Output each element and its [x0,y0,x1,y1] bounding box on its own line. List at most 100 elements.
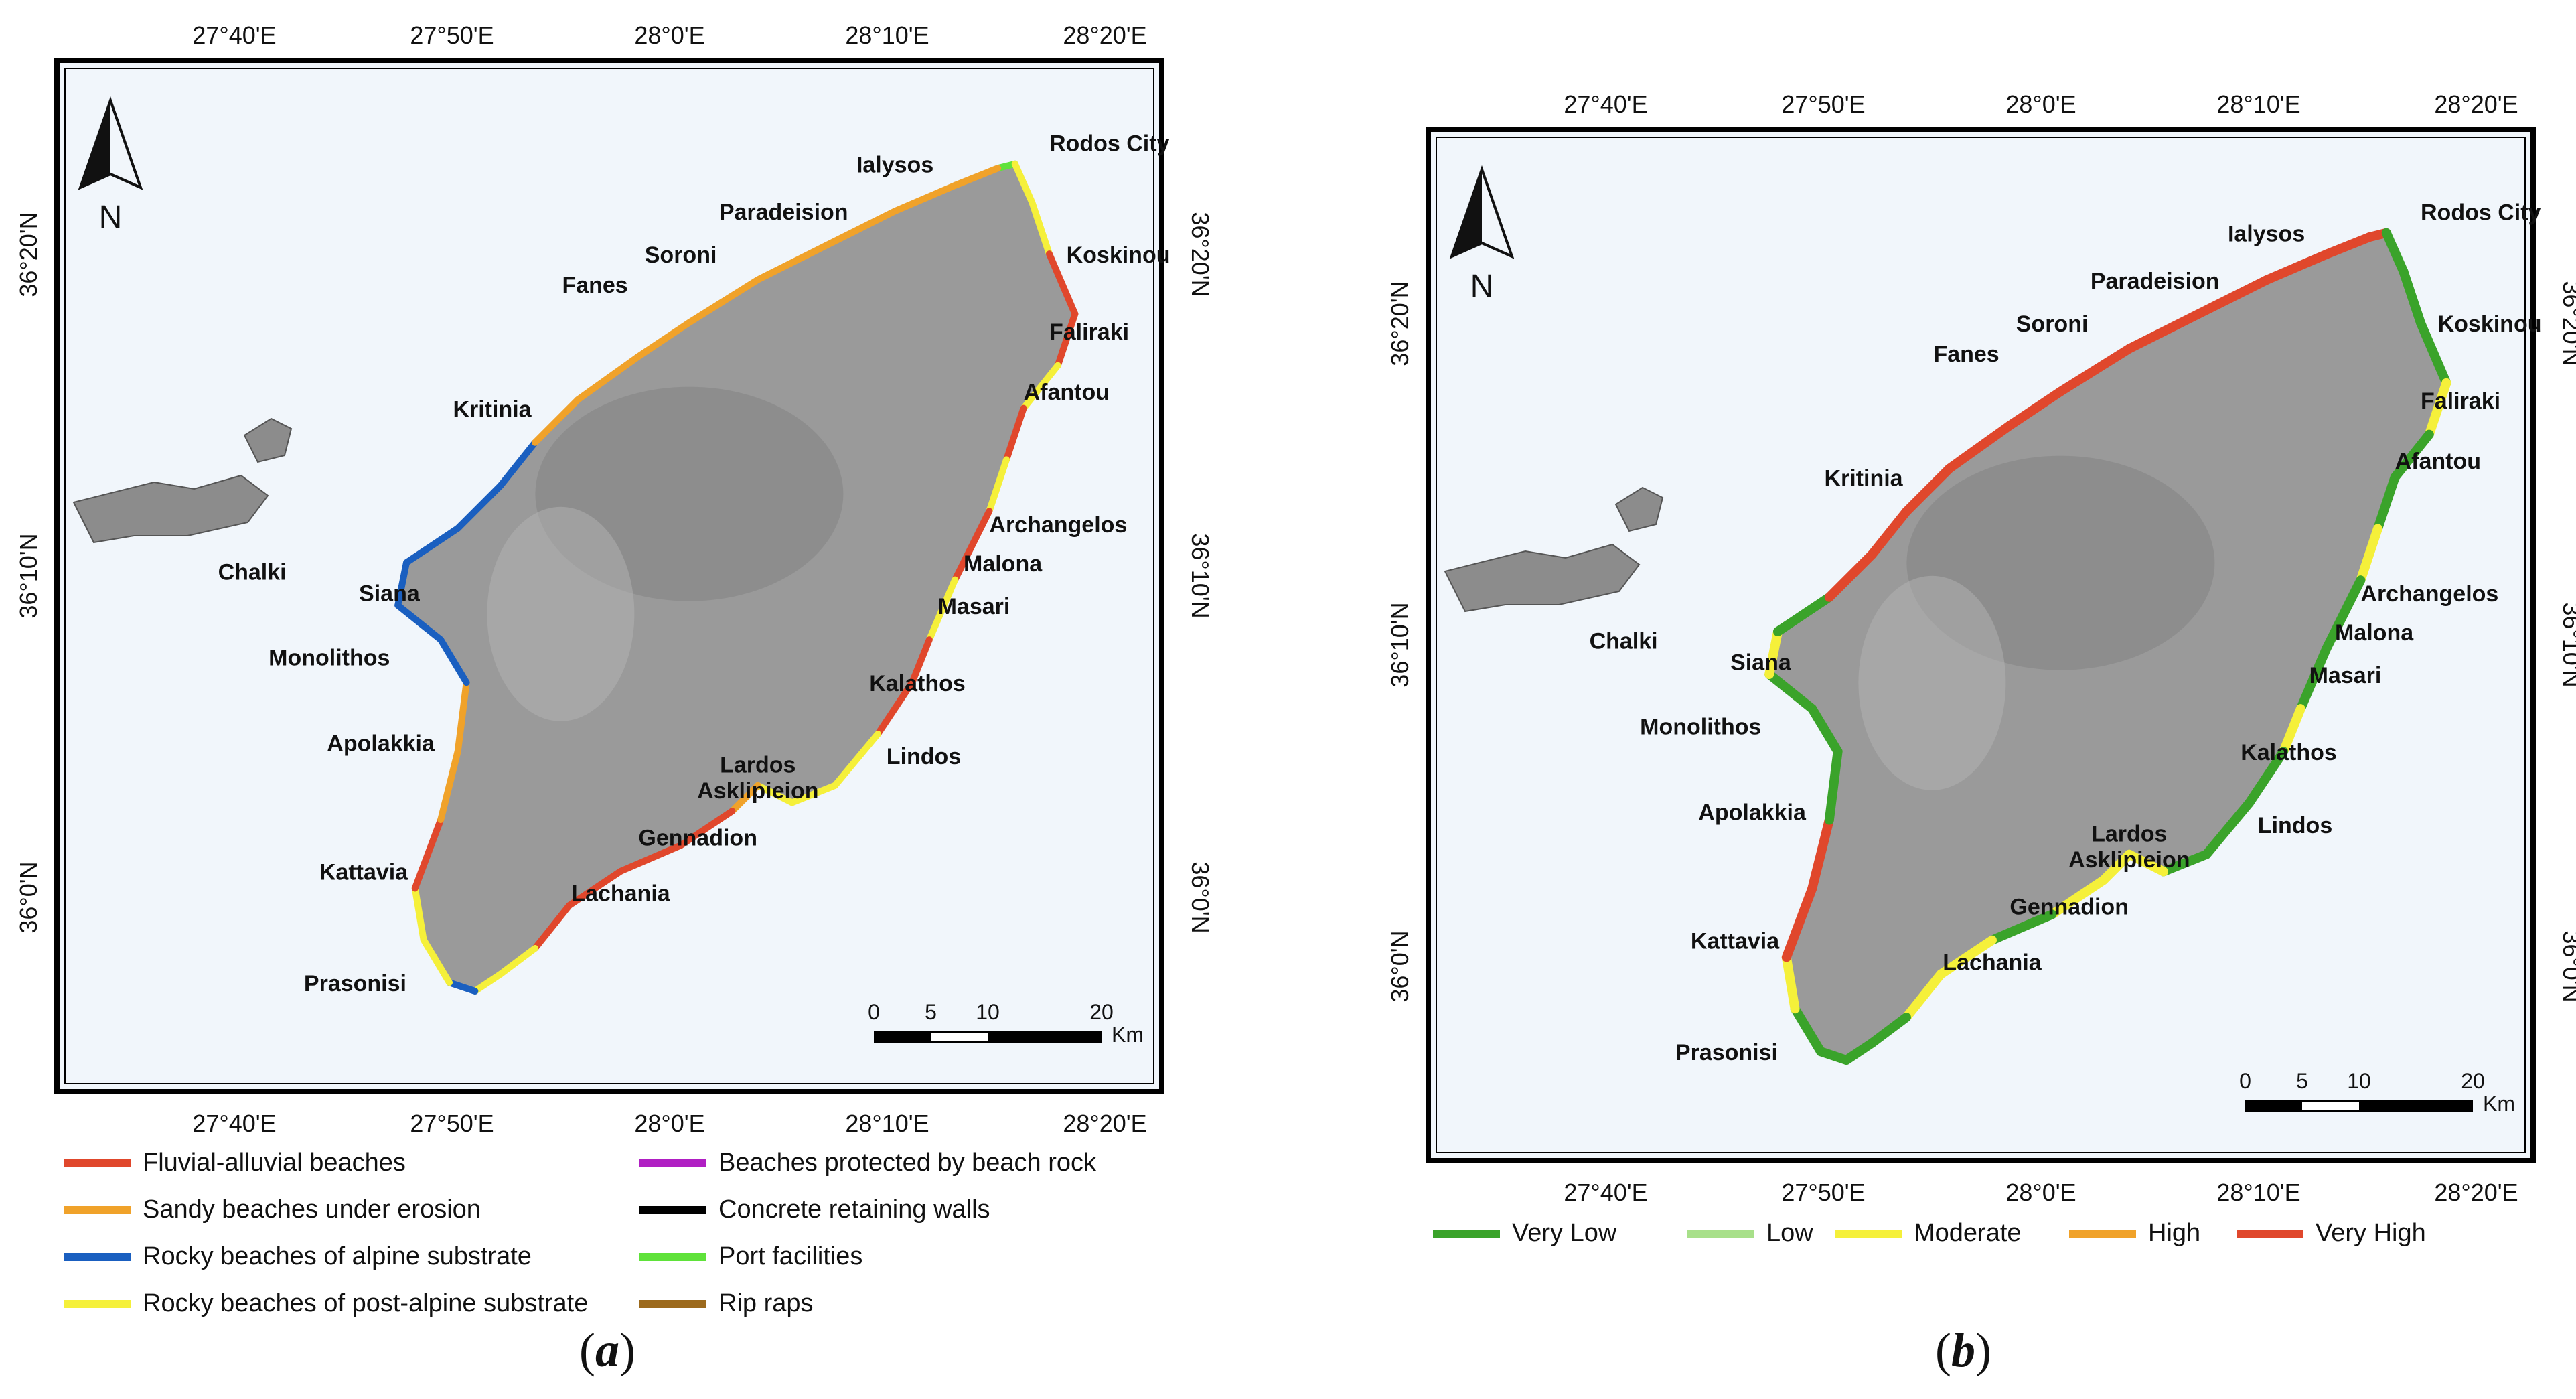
coast-segment [2124,849,2168,877]
coast-segment [1945,421,2014,473]
coast-segment [1773,592,1834,636]
coast-segment [2295,644,2332,714]
place-label: Malona [964,551,1043,577]
place-label: Rodos City [2421,200,2541,226]
coast-segment [532,396,581,446]
coast-segment [437,636,470,686]
legend-item: High [2069,1219,2200,1248]
place-label: Apolakkia [327,731,435,757]
place-label: Kattavia [319,860,408,885]
place-label: Kritinia [1824,465,1903,491]
lon-label-top: 28°20'E [2434,90,2518,118]
coast-segment [2202,798,2254,859]
coast-segment [2245,747,2289,808]
legend-item: Rocky beaches of post-alpine substrate [64,1289,588,1318]
legend-swatch [1687,1229,1754,1238]
legend-item: Fluvial-alluvial beaches [64,1149,406,1177]
place-label: Faliraki [2421,388,2500,414]
chalki-islet [72,474,269,544]
legend-label: Rip raps [718,1289,814,1317]
place-label: Chalki [1590,629,1658,654]
panel-label-a: (a) [579,1323,635,1377]
north-label: N [1470,269,1494,304]
lon-label-bottom: 28°10'E [845,1110,929,1137]
legend-label: Port facilities [718,1242,863,1270]
coast-segment [2047,875,2109,919]
place-label: Monolithos [1640,715,1761,740]
place-label: Monolithos [269,646,390,671]
coast-segment [952,165,1002,189]
legend-item: Rocky beaches of alpine substrate [64,1242,532,1271]
coast-segment [394,602,445,644]
coast-segment [2322,575,2366,654]
lon-label-bottom: 28°0'E [2005,1179,2076,1206]
coast-segment [1003,404,1027,463]
legend-item: Moderate [1835,1219,2022,1248]
lon-label-top: 27°40'E [1564,90,1647,118]
coast-segment [686,276,761,326]
scale-bar-segment [2302,1102,2359,1110]
lon-label-top: 28°10'E [2216,90,2300,118]
place-label: Chalki [218,560,287,585]
legend-label: Sandy beaches under erosion [143,1195,481,1224]
coast-segment [909,636,933,686]
legend-item: Sandy beaches under erosion [64,1195,481,1224]
place-label: Koskinou [1067,242,1170,268]
coast-segment [823,208,899,249]
relief [487,506,635,721]
legend-swatch [639,1299,706,1308]
coast-segment [2004,386,2066,431]
place-label: Gennadion [638,825,757,851]
scale-bar-segment [931,1033,988,1041]
coast-segment [754,782,795,806]
coast-segment [891,181,959,215]
chalki-islet [1444,543,1641,613]
coast-segment [2390,429,2434,482]
coast-segment [986,456,1010,515]
legend-swatch [1835,1229,1902,1238]
place-label: Lachania [571,881,670,907]
place-label: Prasonisi [1675,1040,1778,1065]
lat-label-right: 36°0'N [2558,930,2576,1002]
legend-item: Concrete retaining walls [639,1195,990,1224]
legend-item: Very High [2237,1219,2426,1248]
coast-segment [1781,952,1800,1014]
coast-segment [1764,670,1817,714]
coast-segment [2193,275,2271,319]
place-label: Koskinou [2438,311,2542,337]
lon-label-top: 28°10'E [845,21,929,49]
place-label: Soroni [2016,311,2089,337]
coast-segment [420,936,453,986]
lon-label-bottom: 28°10'E [2216,1179,2300,1206]
coast-segment [1841,1038,1877,1065]
place-label: Prasonisi [304,971,406,997]
legend-item: Rip raps [639,1289,814,1318]
islet [1614,486,1664,532]
place-label: Asklipieion [2068,847,2190,873]
scale-tick-label: 0 [868,1000,880,1024]
place-label: Masari [2309,663,2382,688]
place-label: Rodos City [1049,131,1170,157]
coast-segment [1029,199,1053,258]
coast-segment [1936,935,1997,979]
coast-segment [832,731,881,789]
coast-segment [2322,232,2374,259]
legend-swatch [1433,1229,1500,1238]
lon-label-top: 28°20'E [1063,21,1146,49]
coast-segment [1867,506,1911,559]
place-label: Lardos [2091,822,2167,847]
legend-label: Very High [2316,1219,2426,1247]
coast-segment [1020,362,1061,412]
place-label: Afantou [2395,449,2481,474]
panel-b: 27°40'E 27°40'E 27°50'E 27°50'E 28°0'E 28°0'E… [1312,0,2576,1399]
legend-label: Rocky beaches of alpine substrate [143,1242,532,1270]
legend-swatch [639,1159,706,1167]
place-label: Siana [1730,650,1792,676]
place-label: Kattavia [1691,929,1780,954]
coast-segment [437,747,461,823]
coast-segment [2056,344,2134,396]
coast-segment [532,902,573,952]
coast-segment [2373,472,2400,534]
coast-segment [2099,849,2134,885]
map-b: 27°40'E 27°40'E 27°50'E 27°50'E 28°0'E 28°0'E… [1386,90,2576,1206]
